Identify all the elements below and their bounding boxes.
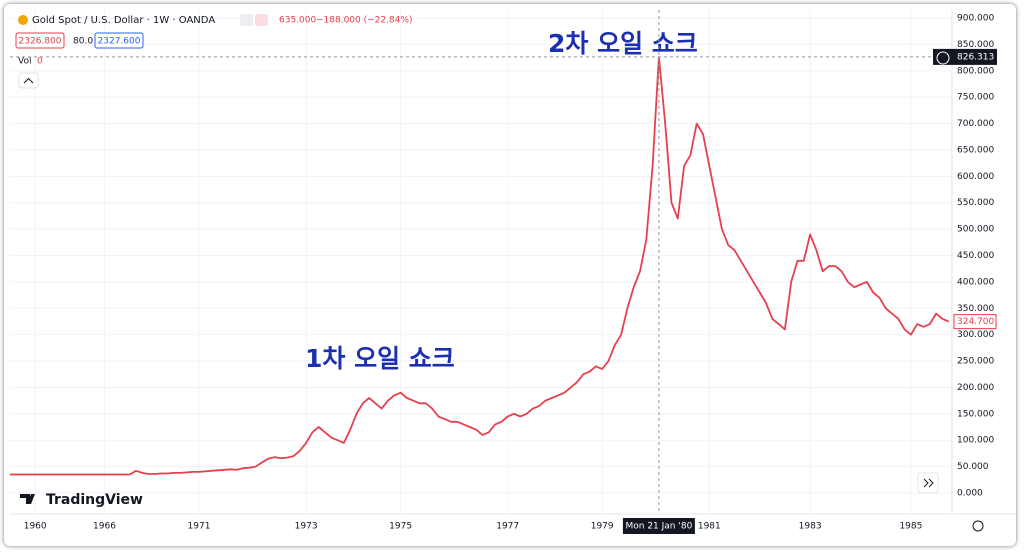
collapse-icon	[23, 77, 34, 84]
crosshair-price: 826.313	[957, 52, 994, 62]
x-tick-label: 1973	[295, 522, 318, 532]
y-tick-label: 600.000	[957, 172, 994, 182]
y-tick-label: 300.000	[957, 330, 994, 340]
last-price-box	[953, 314, 997, 330]
last-price-label: 324.700	[957, 317, 994, 327]
y-tick-label: 250.000	[957, 357, 994, 367]
volume-label: Vol	[18, 57, 31, 67]
x-tick-label: 1960	[24, 522, 47, 532]
x-tick-label: 1966	[93, 522, 116, 532]
y-tick-label: 200.000	[957, 383, 994, 393]
y-tick-label: 750.000	[957, 93, 994, 103]
x-tick-label: 1981	[698, 522, 721, 532]
chart-card	[4, 4, 1016, 546]
ask-button[interactable]	[94, 32, 144, 49]
symbol-icon	[18, 15, 28, 25]
y-tick-label: 700.000	[957, 119, 994, 129]
annotation: 1차 오일 쇼크	[305, 344, 455, 373]
y-tick-label: 900.000	[957, 14, 994, 24]
y-tick-label: 0.000	[957, 489, 983, 499]
x-tick-label: 1985	[899, 522, 922, 532]
change-detail: −188.000 (−22.84%)	[316, 16, 413, 26]
symbol-title: Gold Spot / U.S. Dollar · 1W · OANDA	[32, 15, 215, 26]
volume: 0	[37, 57, 43, 67]
x-tick-label: 1977	[496, 522, 519, 532]
crosshair-plus[interactable]	[936, 51, 950, 65]
y-tick-label: 50.000	[957, 462, 989, 472]
spread: 80.0	[73, 37, 93, 47]
button[interactable]	[240, 14, 253, 26]
y-tick-label: 650.000	[957, 145, 994, 155]
ask: 2327.600	[98, 37, 141, 47]
x-tick-label: 1971	[188, 522, 211, 532]
price-line	[10, 56, 950, 476]
scroll-icon	[923, 478, 934, 488]
settings-button[interactable]	[972, 520, 984, 532]
y-tick-label: 800.000	[957, 66, 994, 76]
logo-icon	[20, 494, 35, 504]
change: 635.000	[279, 16, 316, 26]
collapse-button[interactable]	[18, 72, 39, 89]
y-tick-label: 550.000	[957, 198, 994, 208]
y-tick-label: 500.000	[957, 225, 994, 235]
y-tick-label: 350.000	[957, 304, 994, 314]
y-tick-label: 450.000	[957, 251, 994, 261]
y-tick-label: 100.000	[957, 436, 994, 446]
x-tick-label: 1979	[591, 522, 614, 532]
logo: TradingView	[46, 492, 143, 508]
y-tick-label: 400.000	[957, 277, 994, 287]
button[interactable]	[255, 14, 268, 26]
annotation: 2차 오일 쇼크	[548, 29, 698, 58]
y-tick-label: 150.000	[957, 409, 994, 419]
crosshair-date-box	[622, 518, 695, 534]
crosshair-date: Mon 21 Jan '80	[625, 522, 692, 532]
x-tick-label: 1983	[799, 522, 822, 532]
x-tick-label: 1975	[389, 522, 412, 532]
y-tick-label: 850.000	[957, 40, 994, 50]
crosshair-price-box	[933, 48, 997, 65]
bid-button[interactable]	[15, 32, 65, 49]
bid: 2326.800	[19, 37, 62, 47]
